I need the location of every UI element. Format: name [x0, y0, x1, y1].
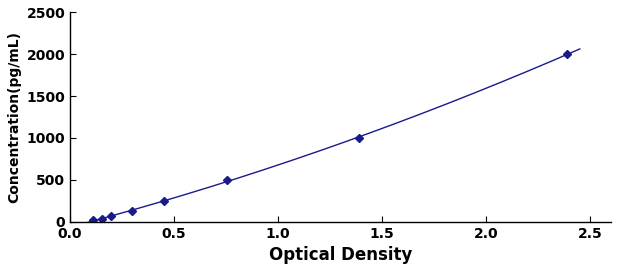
X-axis label: Optical Density: Optical Density	[269, 246, 412, 264]
Y-axis label: Concentration(pg/mL): Concentration(pg/mL)	[7, 31, 21, 203]
